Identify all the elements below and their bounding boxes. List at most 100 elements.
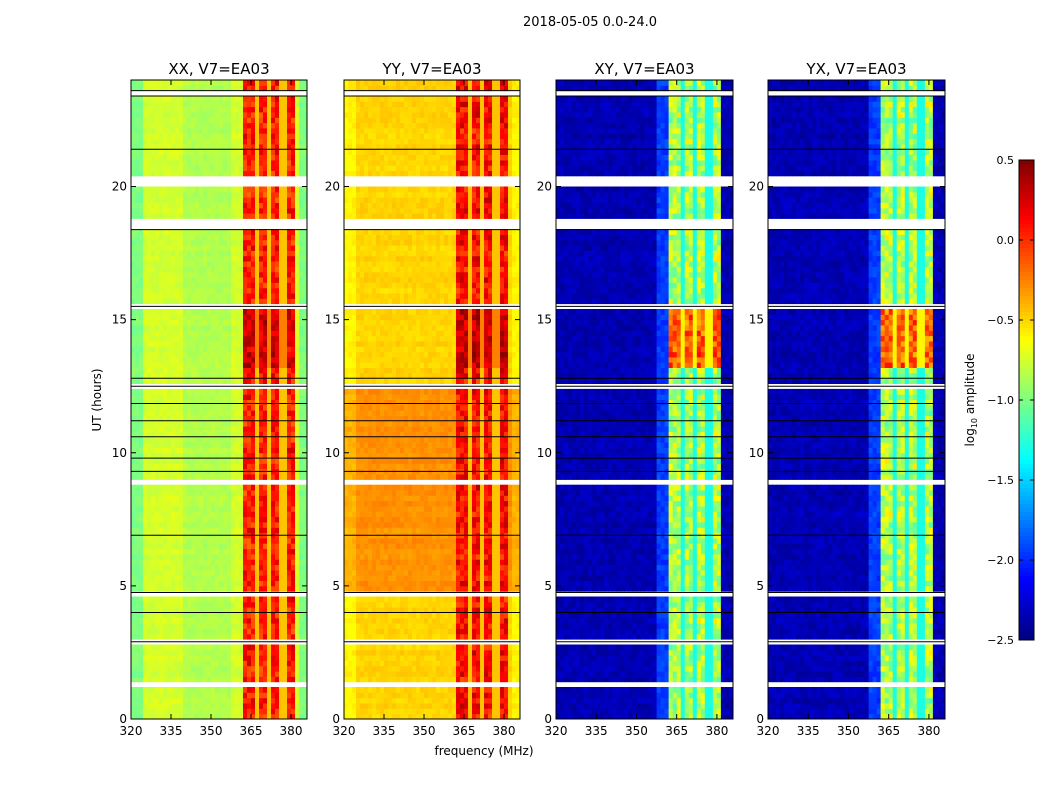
heatmap-cell (283, 692, 288, 699)
heatmap-cell (199, 575, 204, 581)
heatmap-cell (295, 154, 300, 161)
heatmap-cell (223, 330, 228, 337)
heatmap-cell (175, 484, 180, 491)
heatmap-cell (287, 143, 292, 150)
heatmap-cell (163, 127, 168, 134)
heatmap-cell (235, 325, 240, 331)
heatmap-cell (179, 676, 184, 683)
heatmap-cell (287, 649, 292, 656)
heatmap-cell (283, 580, 288, 587)
heatmap-cell (159, 282, 164, 289)
heatmap-cell (143, 154, 148, 161)
heatmap-cell (243, 623, 248, 629)
heatmap-cell (211, 378, 216, 384)
heatmap-cell (251, 170, 256, 177)
heatmap-cell (199, 271, 204, 278)
heatmap-cell (263, 506, 268, 512)
heatmap-cell (143, 378, 148, 384)
heatmap-cell (183, 607, 188, 613)
heatmap-cell (203, 410, 208, 416)
heatmap-cell (171, 85, 176, 92)
heatmap-cell (203, 420, 208, 427)
heatmap-cell (267, 250, 272, 257)
heatmap-cell (239, 127, 244, 134)
heatmap-cell (203, 644, 208, 651)
heatmap-cell (155, 282, 160, 289)
heatmap-cell (163, 404, 168, 411)
heatmap-cell (151, 346, 156, 353)
heatmap-cell (203, 234, 208, 241)
heatmap-cell (203, 500, 208, 507)
heatmap-cell (215, 127, 220, 134)
heatmap-cell (151, 660, 156, 667)
heatmap-cell (287, 277, 292, 283)
heatmap-cell (299, 458, 304, 464)
heatmap-cell (275, 80, 280, 86)
heatmap-cell (219, 277, 224, 283)
heatmap-cell (155, 101, 160, 108)
heatmap-cell (159, 245, 164, 251)
heatmap-cell (219, 191, 224, 198)
heatmap-cell (147, 553, 152, 560)
heatmap-cell (356, 697, 361, 704)
heatmap-cell (279, 516, 284, 523)
heatmap-cell (247, 362, 252, 368)
heatmap-cell (283, 394, 288, 400)
heatmap-cell (267, 170, 272, 177)
heatmap-cell (191, 601, 196, 608)
heatmap-cell (255, 85, 260, 92)
heatmap-cell (239, 665, 244, 672)
heatmap-cell (195, 293, 200, 299)
heatmap-cell (219, 458, 224, 464)
heatmap-cell (283, 713, 288, 720)
heatmap-cell (251, 96, 256, 102)
heatmap-cell (303, 234, 308, 241)
heatmap-cell (271, 80, 276, 86)
heatmap-cell (187, 266, 192, 273)
heatmap-cell (476, 713, 481, 720)
heatmap-cell (287, 463, 292, 470)
heatmap-cell (143, 234, 148, 241)
heatmap-cell (283, 490, 288, 496)
heatmap-cell (131, 340, 136, 347)
heatmap-cell (231, 580, 236, 587)
heatmap-cell (299, 649, 304, 656)
heatmap-cell (267, 527, 272, 534)
heatmap-cell (179, 154, 184, 161)
heatmap-cell (287, 431, 292, 438)
heatmap-cell (147, 340, 152, 347)
heatmap-cell (159, 458, 164, 464)
heatmap-cell (147, 356, 152, 363)
heatmap-cell (271, 548, 276, 555)
heatmap-cell (203, 117, 208, 124)
heatmap-cell (251, 149, 256, 155)
heatmap-cell (356, 703, 361, 709)
heatmap-cell (187, 463, 192, 470)
heatmap-cell (287, 575, 292, 581)
heatmap-cell (219, 644, 224, 651)
heatmap-cell (207, 426, 212, 432)
heatmap-cell (163, 426, 168, 432)
heatmap-cell (215, 484, 220, 491)
heatmap-cell (267, 692, 272, 699)
heatmap-cell (223, 665, 228, 672)
heatmap-cell (175, 490, 180, 496)
heatmap-cell (163, 527, 168, 534)
heatmap-cell (179, 388, 184, 395)
heatmap-cell (239, 186, 244, 193)
heatmap-cell (235, 484, 240, 491)
heatmap-cell (175, 197, 180, 203)
heatmap-cell (195, 687, 200, 693)
heatmap-cell (287, 399, 292, 406)
heatmap-cell (291, 463, 296, 470)
heatmap-cell (135, 447, 140, 454)
heatmap-cell (275, 415, 280, 422)
heatmap-cell (223, 569, 228, 576)
heatmap-cell (175, 665, 180, 672)
heatmap-cell (271, 500, 276, 507)
heatmap-cell (291, 569, 296, 576)
heatmap-cell (299, 149, 304, 155)
heatmap-cell (227, 420, 232, 427)
heatmap-cell (207, 325, 212, 331)
heatmap-cell (235, 617, 240, 624)
